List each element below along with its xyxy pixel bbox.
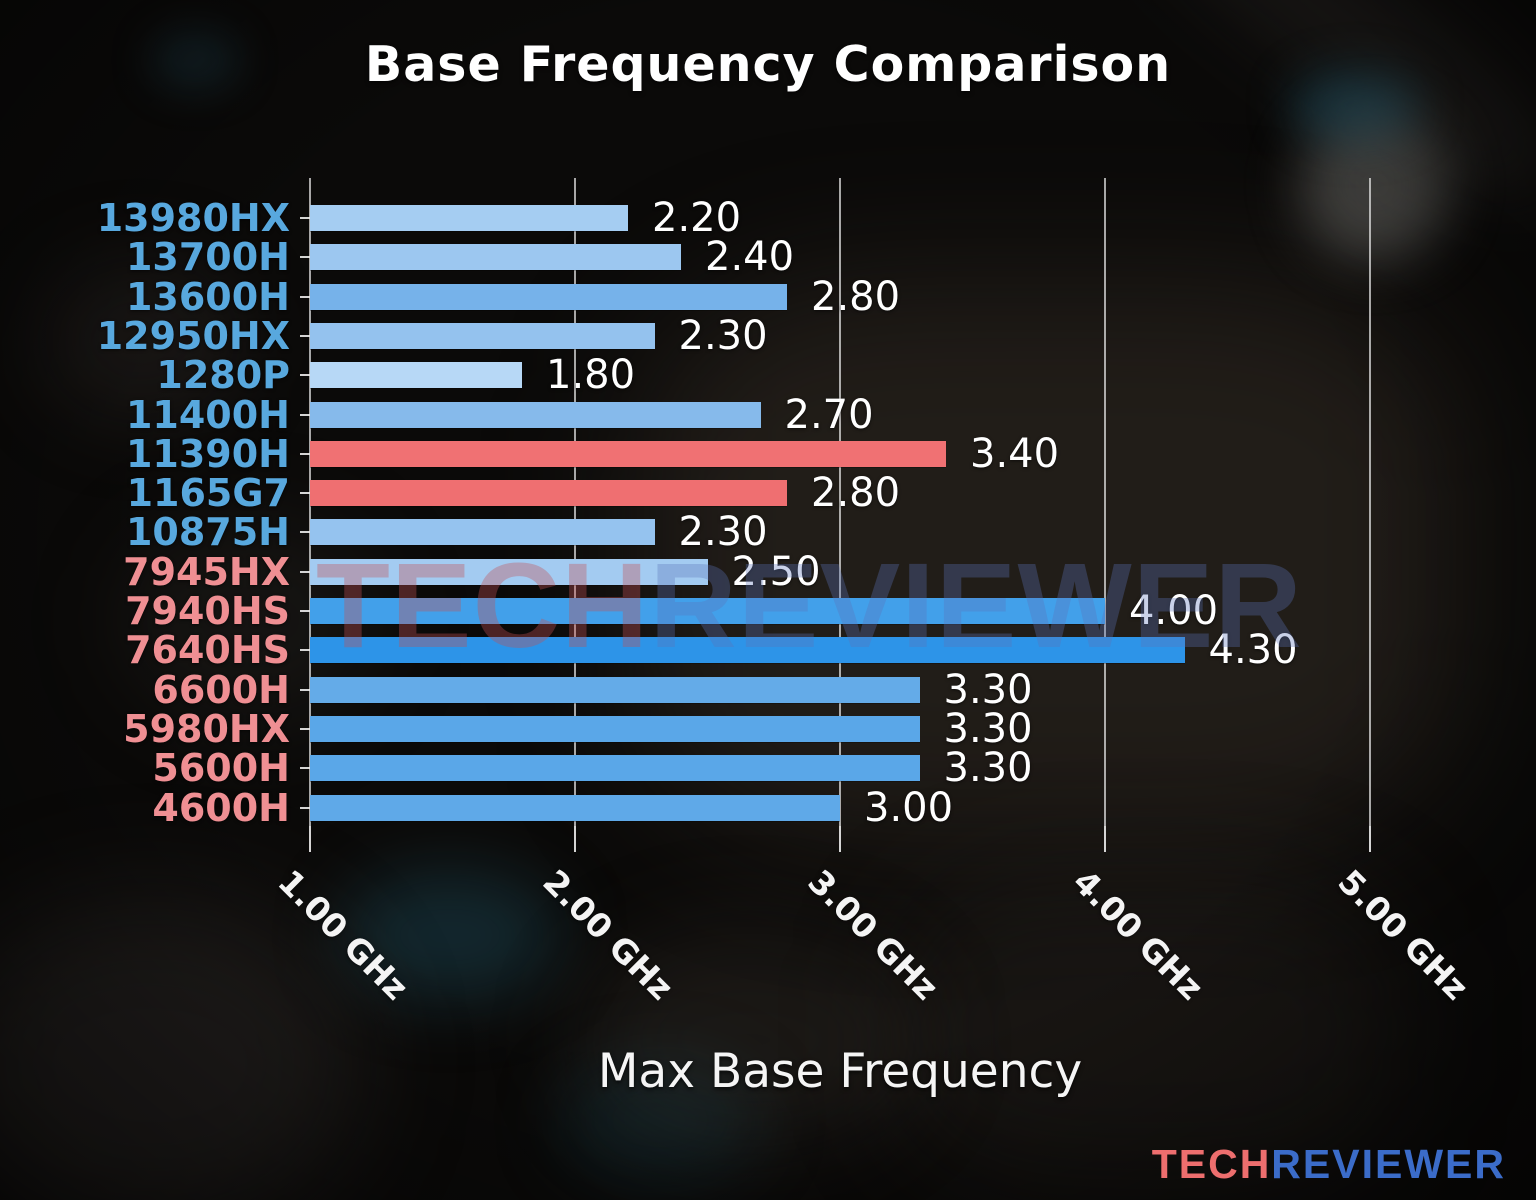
techreviewer-logo: TECHREVIEWER [1152,1141,1506,1188]
category-label: 13700H [125,235,290,280]
value-label: 3.30 [943,705,1033,752]
x-tick-mark [1369,826,1371,852]
bar-11390H [310,440,946,467]
category-label: 13980HX [96,196,290,240]
category-label: 11390H [125,431,290,476]
background-blob [0,900,360,1200]
value-label: 2.40 [705,234,795,281]
bar-7940HS [310,598,1105,624]
bar-7640HS [310,637,1185,664]
value-label: 2.80 [811,273,901,320]
value-label: 2.30 [678,509,768,556]
bar-12950HX [310,322,655,349]
bar-5980HX [310,715,920,742]
x-tick-label: 5.00 GHz [1330,862,1476,1008]
y-tick-mark [300,806,310,809]
bar-6600H [310,676,920,703]
value-label: 2.30 [678,312,768,359]
background-blob [1098,0,1536,228]
y-tick-mark [300,649,310,652]
value-label: 4.00 [1129,588,1219,634]
x-tick-label: 2.00 GHz [535,862,681,1008]
category-label: 7940HS [125,589,290,633]
value-label: 1.80 [546,352,636,399]
x-gridline [1104,178,1106,826]
category-label: 5980HX [123,706,290,751]
bar-11400H [310,401,761,428]
bar-5600H [310,755,920,782]
y-tick-mark [300,374,310,377]
y-tick-mark [300,570,310,573]
bar-13980HX [310,205,628,231]
x-tick-label: 3.00 GHz [800,862,946,1008]
bar-10875H [310,519,655,546]
value-label: 3.00 [864,784,954,831]
x-tick-label: 1.00 GHz [270,862,416,1008]
bar-4600H [310,794,840,821]
x-axis-title: Max Base Frequency [597,1044,1083,1099]
category-label: 1165G7 [126,471,290,516]
y-tick-mark [300,334,310,337]
value-label: 2.50 [731,548,821,595]
category-label: 7945HX [123,549,290,594]
value-label: 3.40 [970,430,1060,477]
bar-13700H [310,244,681,271]
x-tick-mark [839,826,841,852]
x-gridline [1369,178,1371,826]
value-label: 2.70 [784,391,874,438]
background-bokeh [1300,110,1450,260]
y-tick-mark [300,295,310,298]
value-label: 2.80 [811,470,901,517]
category-label: 5600H [152,746,290,791]
x-gridline [839,178,841,826]
logo-tech: TECH [1151,1141,1272,1187]
bar-1280P [310,362,522,389]
value-label: 3.30 [943,745,1033,792]
category-label: 13600H [125,274,290,319]
y-tick-mark [300,688,310,691]
chart-title: Base Frequency Comparison [364,36,1172,93]
y-tick-mark [300,531,310,534]
category-label: 7640HS [125,628,290,673]
bar-13600H [310,283,787,310]
x-tick-mark [309,826,311,852]
x-tick-label: 4.00 GHz [1065,862,1211,1008]
y-tick-mark [300,217,310,219]
category-label: 11400H [125,392,290,437]
category-label: 10875H [125,510,290,555]
x-tick-mark [574,826,576,852]
category-label: 1280P [156,353,290,398]
bar-1165G7 [310,480,787,507]
category-label: 6600H [152,667,290,712]
value-label: 4.30 [1208,627,1298,674]
category-label: 4600H [152,785,290,830]
y-tick-mark [300,452,310,455]
bar-7945HX [310,558,708,585]
value-label: 3.30 [943,666,1033,713]
category-label: 12950HX [96,313,290,358]
logo-reviewer: REVIEWER [1271,1141,1506,1187]
x-tick-mark [1104,826,1106,852]
y-tick-mark [300,413,310,416]
y-tick-mark [300,727,310,730]
value-label: 2.20 [652,195,742,241]
y-tick-mark [300,767,310,770]
y-tick-mark [300,492,310,495]
y-tick-mark [300,256,310,259]
y-tick-mark [300,610,310,612]
